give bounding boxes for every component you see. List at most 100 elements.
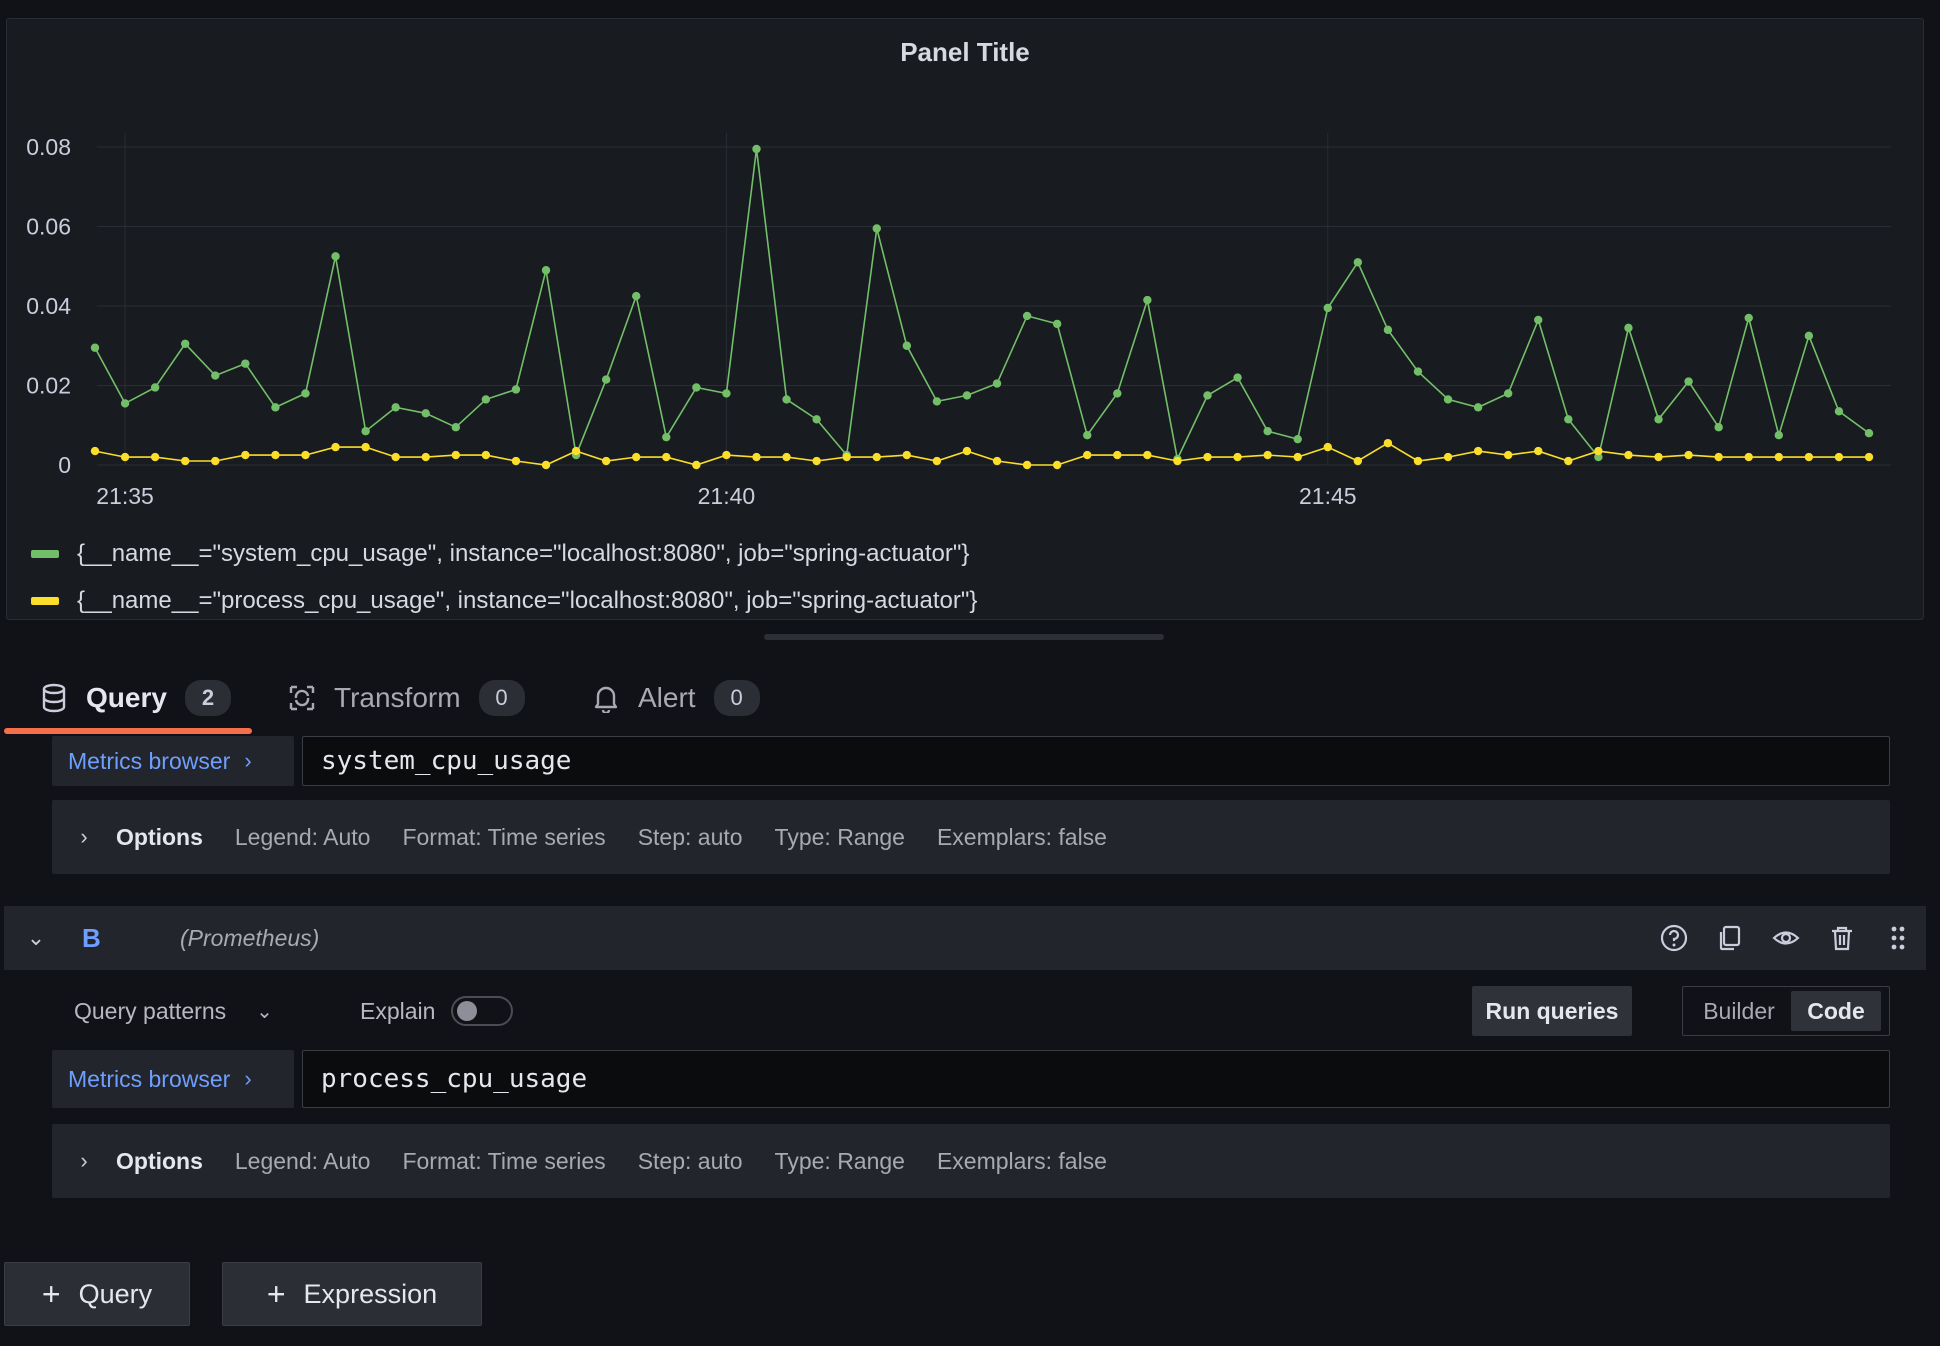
data-point [1714, 452, 1723, 462]
legend-label: {__name__="system_cpu_usage", instance="… [77, 540, 970, 567]
visualization-panel: 0 0.02 0.04 0.06 0.08 21:35 21:40 21:45 Panel T… [6, 18, 1924, 620]
data-point [1834, 452, 1844, 462]
explain-toggle[interactable] [451, 996, 514, 1026]
run-queries-button[interactable]: Run queries [1472, 986, 1632, 1036]
metrics-browser-button-a[interactable]: Metrics browser › [52, 736, 294, 786]
data-point [782, 395, 791, 404]
data-point [812, 415, 821, 424]
data-point [331, 252, 340, 261]
trash-icon[interactable] [1814, 910, 1870, 966]
data-point [1684, 450, 1693, 460]
data-point [601, 375, 611, 384]
data-point [1052, 319, 1062, 329]
data-point [1383, 438, 1393, 448]
drag-handle-icon[interactable] [1870, 910, 1926, 966]
x-tick-label: 21:35 [96, 483, 154, 509]
help-icon[interactable] [1646, 910, 1702, 966]
data-point [932, 456, 942, 466]
transform-icon [286, 682, 318, 714]
metrics-browser-label: Metrics browser [68, 1065, 231, 1092]
x-tick-label: 21:40 [698, 483, 756, 509]
data-point [1834, 407, 1844, 416]
data-point [1774, 452, 1783, 462]
mode-builder-button[interactable]: Builder [1703, 997, 1775, 1024]
tab-label: Transform [334, 682, 461, 713]
data-point [1443, 395, 1453, 404]
mode-code-button[interactable]: Code [1791, 991, 1881, 1031]
duplicate-icon[interactable] [1702, 910, 1758, 966]
tab-label: Alert [638, 682, 696, 713]
data-point [1293, 434, 1302, 444]
data-point [481, 450, 491, 460]
data-point [1413, 456, 1423, 466]
data-point [241, 359, 250, 368]
data-point [301, 389, 310, 398]
query-options-a[interactable]: › Options Legend: Auto Format: Time seri… [52, 800, 1890, 874]
data-point [692, 460, 701, 470]
data-point [1083, 430, 1092, 440]
time-series-chart[interactable]: 0 0.02 0.04 0.06 0.08 21:35 21:40 21:45 [7, 19, 1925, 621]
data-point [1022, 460, 1032, 470]
query-expression-input-b[interactable]: process_cpu_usage [302, 1050, 1890, 1108]
data-point [842, 452, 851, 462]
data-point [1654, 452, 1663, 462]
query-patterns-label: Query patterns [74, 997, 227, 1024]
explain-control: Explain [360, 986, 514, 1036]
data-point [391, 403, 400, 412]
data-point [932, 397, 942, 406]
data-point [662, 452, 671, 462]
data-point [421, 409, 430, 418]
data-point [391, 452, 400, 462]
option-step: Step: auto [637, 823, 743, 850]
data-point [1564, 456, 1573, 466]
metrics-browser-button-b[interactable]: Metrics browser › [52, 1050, 294, 1108]
query-options-b[interactable]: › Options Legend: Auto Format: Time seri… [52, 1124, 1890, 1198]
data-point [812, 456, 821, 466]
data-point [181, 339, 190, 348]
data-point [752, 144, 761, 154]
editor-scrollbar[interactable] [1926, 736, 1940, 1346]
tab-count-badge: 0 [478, 680, 525, 716]
legend-swatch-green [31, 550, 59, 558]
eye-icon[interactable] [1758, 910, 1814, 966]
tab-transform[interactable]: Transform 0 [286, 660, 525, 736]
option-legend: Legend: Auto [234, 823, 371, 850]
query-expression-input-a[interactable]: system_cpu_usage [302, 736, 1890, 786]
data-point [872, 224, 881, 233]
y-tick-label: 0.06 [26, 214, 71, 240]
data-point [1052, 460, 1062, 470]
bell-icon [590, 682, 622, 714]
query-row-header-b[interactable]: ⌄ B (Prometheus) [4, 906, 1926, 970]
query-patterns-dropdown[interactable]: Query patterns ⌄ [74, 986, 273, 1036]
data-point [120, 452, 130, 462]
tab-alert[interactable]: Alert 0 [590, 660, 760, 736]
data-point [1263, 450, 1272, 460]
legend-item-system-cpu[interactable]: {__name__="system_cpu_usage", instance="… [31, 539, 969, 569]
data-point [1564, 415, 1573, 424]
add-expression-button[interactable]: + Expression [222, 1262, 482, 1326]
option-exemplars: Exemplars: false [936, 823, 1107, 850]
data-point [241, 450, 250, 460]
data-point [211, 456, 220, 466]
data-point [722, 450, 731, 460]
data-point [1714, 423, 1723, 432]
data-point [1173, 456, 1182, 466]
add-query-button[interactable]: + Query [4, 1262, 190, 1326]
data-point [782, 452, 791, 462]
y-tick-label: 0 [58, 452, 71, 478]
data-point [1744, 313, 1753, 323]
data-point [1503, 389, 1513, 398]
chevron-down-icon[interactable]: ⌄ [26, 925, 46, 950]
query-ref-id[interactable]: B [82, 922, 101, 953]
data-point [90, 446, 100, 456]
y-tick-label: 0.02 [26, 373, 71, 399]
data-point [1654, 415, 1663, 424]
add-expression-label: Expression [303, 1278, 438, 1309]
legend-item-process-cpu[interactable]: {__name__="process_cpu_usage", instance=… [31, 586, 977, 616]
data-point [150, 383, 160, 392]
data-point [1624, 450, 1633, 460]
tab-query[interactable]: Query 2 [38, 660, 231, 736]
options-label: Options [116, 1147, 203, 1174]
panel-resize-handle[interactable] [764, 634, 1164, 640]
data-point [271, 450, 280, 460]
